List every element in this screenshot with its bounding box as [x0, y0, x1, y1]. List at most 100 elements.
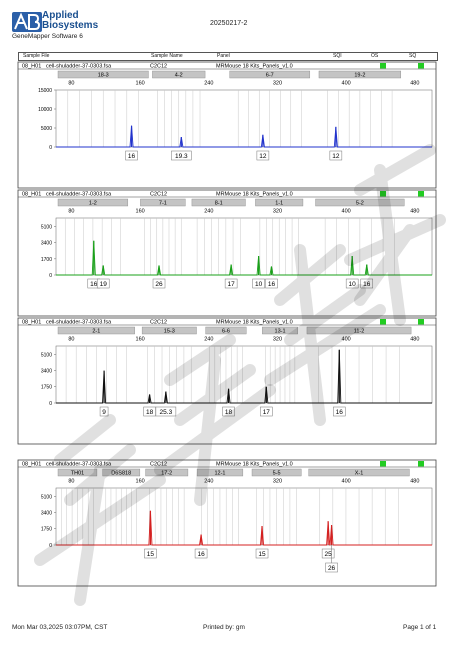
marker-label: 12-1 [214, 471, 225, 477]
marker-label: 1-1 [275, 201, 283, 207]
marker-label: 18-3 [98, 73, 109, 79]
allele-label: 16 [363, 281, 371, 288]
quality-flag-os [380, 461, 386, 467]
panel-panel-name: MRMouse 18 Kits_Panels_v1.0 [216, 64, 293, 70]
software-name: GeneMapper Software 6 [12, 33, 83, 40]
allele-box [329, 150, 343, 161]
x-tick-label: 400 [342, 479, 351, 485]
marker-label: 5-2 [356, 201, 364, 207]
x-tick-label: 480 [410, 209, 419, 215]
allele-box [224, 278, 238, 289]
x-tick-label: 160 [136, 81, 145, 87]
allele-box [325, 562, 338, 573]
x-tick-label: 80 [68, 479, 74, 485]
marker-box [262, 326, 298, 335]
x-tick-label: 240 [204, 479, 213, 485]
trace-line-blue [56, 125, 432, 148]
plot-area [55, 487, 433, 546]
x-tick-label: 160 [136, 479, 145, 485]
footer-printed-by: Printed by: gm [203, 624, 245, 631]
trace-line-red [56, 510, 432, 546]
allele-box [155, 406, 177, 417]
allele-box [171, 150, 192, 161]
y-tick-label: 1750 [41, 526, 52, 532]
allele-box [360, 278, 374, 289]
allele-box [255, 548, 269, 559]
panel-sample-file: cell-shuladder-37-0303.fsa [46, 320, 112, 326]
allele-label: 16 [268, 281, 276, 288]
allele-label: 12 [332, 153, 340, 160]
x-tick-label: 80 [68, 337, 74, 343]
x-tick-label: 80 [68, 81, 74, 87]
x-tick-label: 160 [136, 337, 145, 343]
x-tick-label: 480 [410, 479, 419, 485]
marker-box [315, 198, 405, 207]
marker-box [306, 326, 412, 335]
allele-label: 16 [128, 153, 136, 160]
marker-box [205, 326, 247, 335]
footer-date: Mon Mar 03,2025 03:07PM, CST [12, 624, 108, 631]
marker-box [102, 468, 141, 477]
trace-line-black [56, 349, 432, 404]
x-tick-label: 480 [410, 337, 419, 343]
y-tick-label: 0 [49, 401, 52, 407]
marker-label: TH01 [71, 471, 84, 477]
x-tick-label: 400 [342, 209, 351, 215]
panel-panel-name: MRMouse 18 Kits_Panels_v1.0 [216, 462, 293, 468]
marker-box [196, 468, 244, 477]
marker-label: 15-3 [164, 329, 175, 335]
allele-label: 16 [197, 551, 205, 558]
allele-label: 25.3 [160, 409, 173, 416]
marker-label: 11-2 [354, 329, 365, 335]
marker-label: 19-2 [354, 73, 365, 79]
col-sqi: SQI [333, 53, 342, 59]
footer-page: Page 1 of 1 [403, 624, 437, 631]
x-tick-label: 240 [204, 81, 213, 87]
y-tick-label: 0 [49, 543, 52, 549]
allele-label: 25 [325, 551, 333, 558]
marker-label: 8-1 [215, 201, 223, 207]
panel-sample-file: cell-shuladder-37-0303.fsa [46, 192, 112, 198]
brand-name: Applied Biosystems [42, 10, 99, 31]
y-tick-label: 3400 [41, 241, 52, 247]
marker-label: X-1 [355, 471, 364, 477]
quality-flag-sq [418, 191, 424, 197]
panel-sample-file: cell-shuladder-37-0303.fsa [46, 64, 112, 70]
marker-label: 6-7 [266, 73, 274, 79]
allele-label: 10 [349, 281, 357, 288]
plot-area [55, 217, 433, 276]
allele-box [256, 150, 270, 161]
allele-label: 26 [328, 565, 336, 572]
x-tick-label: 80 [68, 209, 74, 215]
panel-frame [17, 317, 437, 445]
marker-box [152, 70, 206, 79]
allele-box [252, 278, 265, 289]
marker-box [57, 326, 135, 335]
col-sample-file: Sample File [23, 53, 50, 59]
quality-flag-os [380, 63, 386, 69]
y-tick-label: 15000 [38, 88, 52, 94]
allele-box [260, 406, 273, 417]
y-tick-label: 0 [49, 273, 52, 279]
x-tick-label: 160 [136, 209, 145, 215]
allele-box [99, 406, 109, 417]
y-tick-label: 5000 [41, 126, 52, 132]
y-tick-label: 5100 [41, 225, 52, 231]
y-tick-label: 5100 [41, 353, 52, 359]
allele-box [222, 406, 235, 417]
allele-box [152, 278, 166, 289]
x-tick-label: 400 [342, 81, 351, 87]
marker-label: 4-2 [175, 73, 183, 79]
allele-label: 15 [147, 551, 155, 558]
marker-label: 17-2 [161, 471, 172, 477]
panel-sample-name: C2C12 [150, 192, 167, 198]
quality-flag-sq [418, 319, 424, 325]
marker-box [251, 468, 302, 477]
marker-label: 13-1 [275, 329, 286, 335]
y-tick-label: 10000 [38, 107, 52, 113]
y-tick-label: 5100 [41, 495, 52, 501]
x-tick-label: 320 [273, 337, 282, 343]
marker-box [140, 198, 186, 207]
allele-label: 26 [155, 281, 163, 288]
marker-box [57, 468, 98, 477]
